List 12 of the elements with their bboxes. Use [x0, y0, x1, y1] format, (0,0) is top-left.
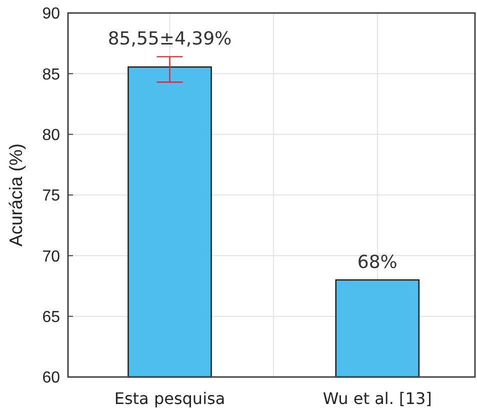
x-tick-label: Wu et al. [13]: [322, 389, 432, 408]
data-label: 85,55±4,39%: [108, 28, 232, 50]
y-tick-label: 75: [42, 188, 60, 205]
x-tick-label: Esta pesquisa: [114, 389, 226, 408]
y-tick-label: 80: [42, 126, 60, 144]
y-tick-label: 60: [42, 370, 60, 387]
y-tick-label: 90: [42, 6, 60, 23]
y-axis-title: Acurácia (%): [6, 143, 26, 247]
data-label: 68%: [357, 252, 398, 273]
y-tick-label: 85: [42, 66, 60, 84]
y-tick-label: 65: [42, 308, 60, 326]
y-tick-label: 70: [42, 248, 60, 266]
